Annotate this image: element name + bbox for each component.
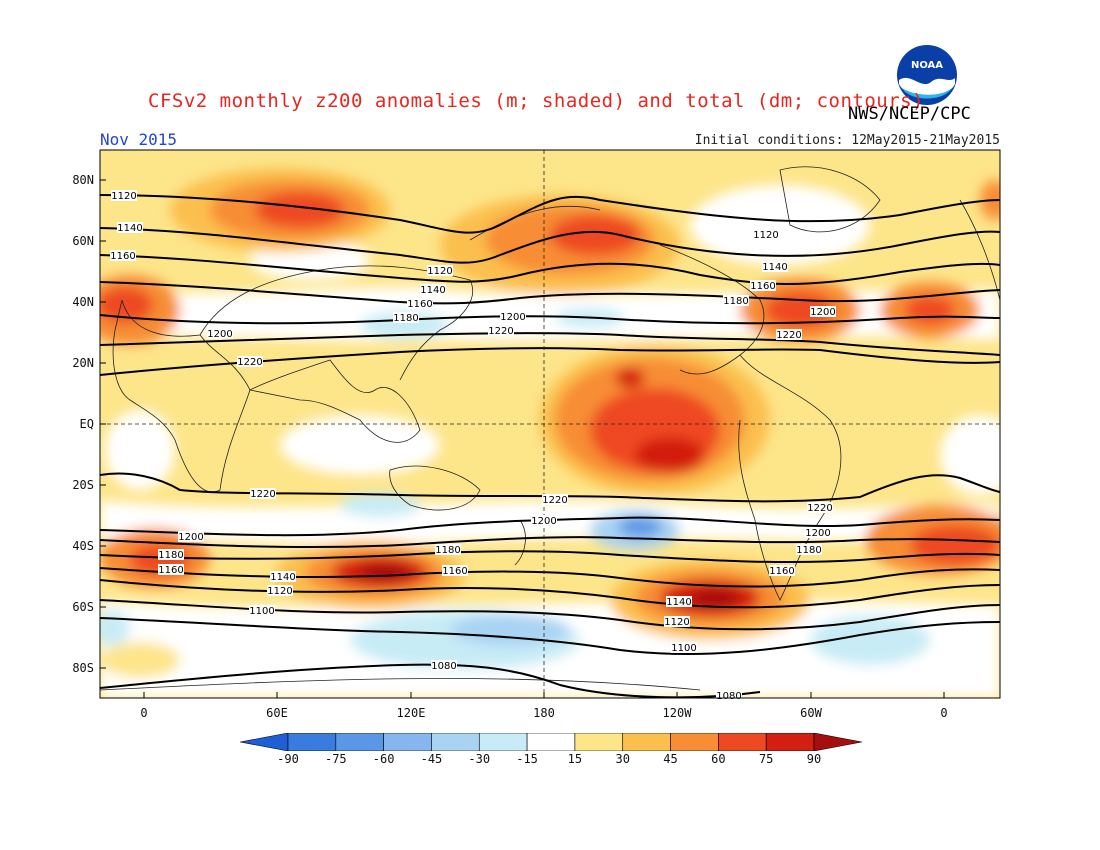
lon-label: 120E [396, 706, 426, 720]
colorbar-bin [622, 733, 671, 751]
contour-label: 1160 [750, 281, 775, 292]
contour-label: 1200 [178, 532, 203, 543]
contour-label: 1120 [267, 586, 292, 597]
contour-label: 1220 [488, 326, 513, 337]
contour-label: 1160 [442, 566, 467, 577]
contour-label: 1160 [407, 299, 432, 310]
contour-label: 1120 [111, 191, 136, 202]
colorbar-tick-label: 90 [806, 752, 822, 766]
colorbar-tick-label: -45 [420, 752, 443, 766]
chart-title: CFSv2 monthly z200 anomalies (m; shaded)… [148, 90, 925, 112]
lat-label: 80N [72, 173, 94, 187]
contour-label: 1100 [671, 643, 696, 654]
contour-label: 1180 [435, 545, 460, 556]
lat-label: 60N [72, 234, 94, 248]
contour-label: 1160 [158, 565, 183, 576]
lat-label: 40N [72, 295, 94, 309]
lat-label: 20N [72, 356, 94, 370]
contour-label: 1200 [531, 516, 556, 527]
contour-label: 1140 [420, 285, 445, 296]
contour-label: 1180 [158, 550, 183, 561]
contour-label: 1120 [664, 617, 689, 628]
colorbar-lower-arrow [240, 733, 289, 751]
colorbar-tick-label: 45 [663, 752, 678, 766]
lon-label: 180 [533, 706, 555, 720]
contour-label: 1100 [249, 606, 274, 617]
colorbar-tick-label: -60 [372, 752, 395, 766]
colorbar-bin [335, 733, 384, 751]
reference-lines [100, 150, 1000, 698]
contour-label: 1180 [723, 296, 748, 307]
contour-label: 1200 [810, 307, 835, 318]
colorbar-bin [670, 733, 719, 751]
contour-label: 1180 [796, 545, 821, 556]
contour-label: 1140 [762, 262, 787, 273]
colorbar-bin [383, 733, 432, 751]
colorbar-bin [478, 733, 528, 751]
contour-label: 1140 [270, 572, 295, 583]
initial-conditions: Initial conditions: 12May2015-21May2015 [694, 133, 1000, 148]
coastlines [100, 166, 1000, 691]
contour-label: 1200 [207, 329, 232, 340]
contour-label: 1200 [500, 312, 525, 323]
contour-label: 1140 [666, 597, 691, 608]
colorbar [240, 733, 862, 751]
lon-label: 0 [940, 706, 948, 720]
colorbar-bin [718, 733, 767, 751]
colorbar-upper-arrow [813, 733, 862, 751]
contour-label: 1160 [769, 566, 794, 577]
contour-label: 1160 [110, 251, 135, 262]
colorbar-bin [574, 733, 624, 751]
contour-labels: 1120 1140 1160 1200 1220 1120 1140 1160 … [110, 190, 836, 702]
contour-label: 1120 [753, 230, 778, 241]
contour-label: 1120 [427, 266, 452, 277]
colorbar-tick-label: 60 [711, 752, 726, 766]
contour-label: 1220 [250, 489, 275, 500]
contour-label: 1140 [117, 223, 142, 234]
contour-label: 1180 [393, 313, 418, 324]
forecast-month: Nov 2015 [100, 130, 178, 149]
contour-label: 1080 [431, 661, 456, 672]
colorbar-bin [431, 733, 480, 751]
colorbar-tick-label: -90 [277, 752, 299, 766]
colorbar-bin [526, 733, 576, 751]
contour-label: 1220 [542, 495, 567, 506]
colorbar-tick-label: -15 [516, 752, 538, 766]
colorbar-tick-label: -75 [324, 752, 347, 766]
colorbar-tick-label: 15 [567, 752, 583, 766]
lat-label: 40S [72, 539, 94, 553]
svg-text:NOAA: NOAA [911, 60, 943, 71]
colorbar-tick-label: 75 [758, 752, 774, 766]
contour-label: 1200 [805, 528, 830, 539]
agency-label: NWS/NCEP/CPC [848, 104, 971, 124]
lat-label: 80S [72, 661, 94, 675]
contour-label: 1220 [807, 503, 832, 514]
lat-label: EQ [79, 417, 94, 431]
colorbar-tick-label: -30 [468, 752, 491, 766]
lon-label: 120W [662, 706, 692, 720]
colorbar-bin [287, 733, 337, 751]
contour-label: 1220 [776, 330, 801, 341]
colorbar-tick-label: 30 [615, 752, 630, 766]
lon-label: 60E [266, 706, 288, 720]
axis-ticks [100, 179, 945, 698]
lat-label: 60S [72, 600, 94, 614]
contour-label: 1080 [716, 691, 741, 702]
colorbar-bin [765, 733, 815, 751]
lat-label: 20S [72, 478, 94, 492]
lon-label: 0 [140, 706, 148, 720]
noaa-logo: NOAA [897, 45, 957, 105]
lon-label: 60W [800, 706, 822, 720]
height-contours [100, 194, 1000, 698]
contour-label: 1220 [237, 357, 262, 368]
